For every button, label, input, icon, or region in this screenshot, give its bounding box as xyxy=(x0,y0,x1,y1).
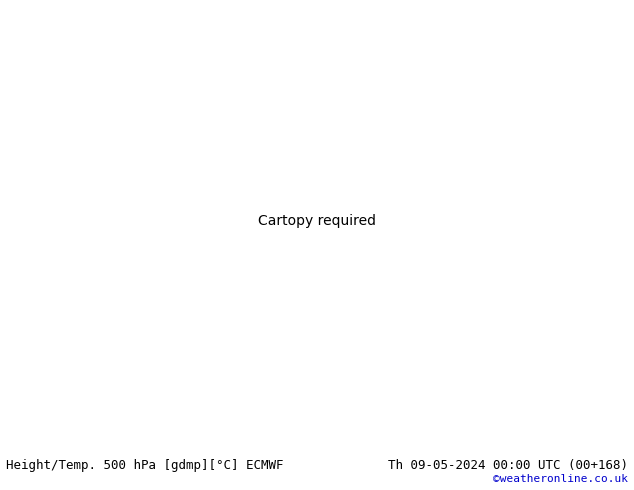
Text: Height/Temp. 500 hPa [gdmp][°C] ECMWF: Height/Temp. 500 hPa [gdmp][°C] ECMWF xyxy=(6,459,284,472)
Text: ©weatheronline.co.uk: ©weatheronline.co.uk xyxy=(493,474,628,484)
Text: Cartopy required: Cartopy required xyxy=(258,215,376,228)
Text: Th 09-05-2024 00:00 UTC (00+168): Th 09-05-2024 00:00 UTC (00+168) xyxy=(387,459,628,472)
